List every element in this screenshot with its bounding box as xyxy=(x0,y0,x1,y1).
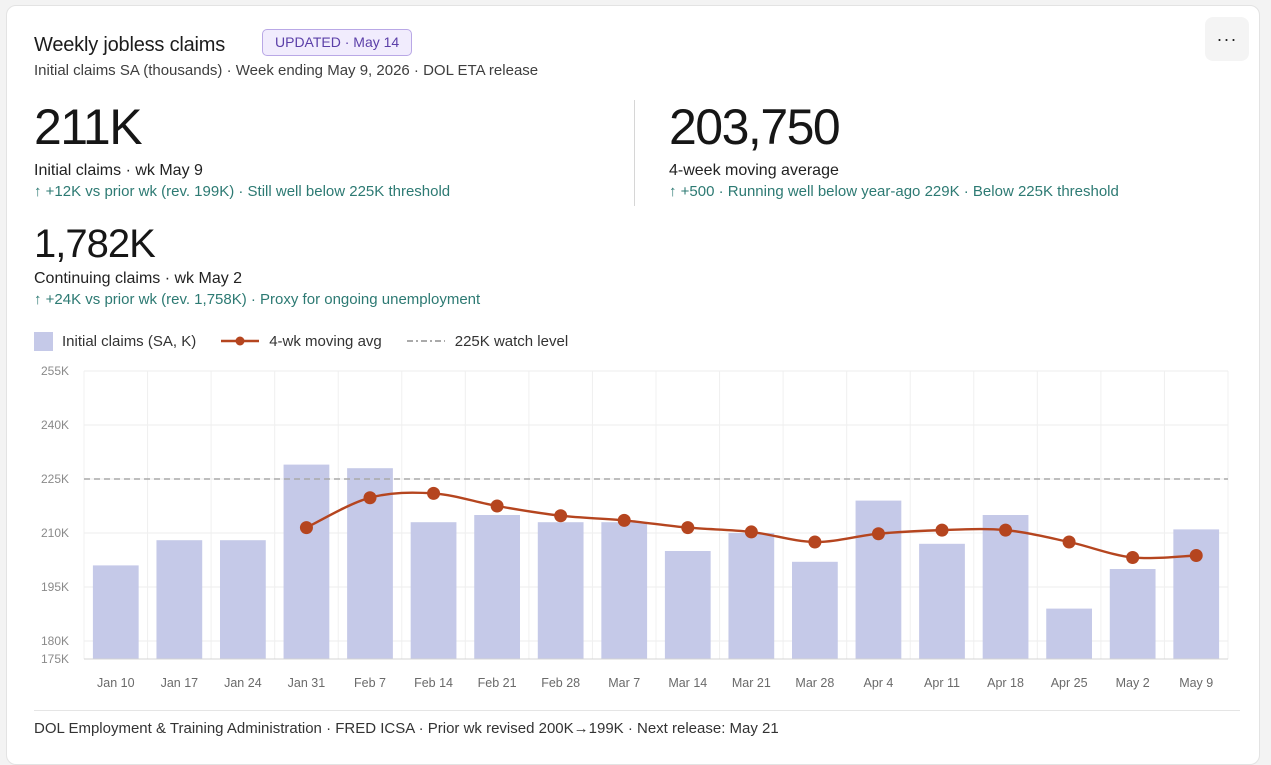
x-tick-label: May 2 xyxy=(1116,676,1150,690)
claims-bar xyxy=(601,522,648,659)
moving-average-label: 4-week moving average xyxy=(669,162,839,179)
x-tick-label: Apr 4 xyxy=(863,676,893,690)
moving-average-point xyxy=(617,513,631,527)
moving-average-point xyxy=(681,521,695,535)
moving-average-point xyxy=(999,523,1013,537)
moving-average-value: 203,750 xyxy=(669,99,841,155)
moving-average-point xyxy=(490,499,504,513)
legend-item-bars: Initial claims (SA, K) xyxy=(34,331,197,351)
moving-average-point xyxy=(935,523,949,537)
y-tick-label: 210K xyxy=(41,526,69,540)
x-tick-label: Feb 28 xyxy=(541,676,580,690)
y-tick-label: 240K xyxy=(41,418,69,432)
initial-claims-value: 211K xyxy=(34,99,143,155)
x-tick-label: Apr 11 xyxy=(924,676,960,690)
claims-bar xyxy=(664,551,711,659)
moving-average-point xyxy=(1189,549,1203,562)
legend-item-threshold: 225K watch level xyxy=(406,333,568,350)
x-tick-label: Mar 21 xyxy=(732,676,771,690)
x-tick-label: Feb 14 xyxy=(414,676,453,690)
x-tick-label: May 9 xyxy=(1179,676,1213,690)
claims-bar xyxy=(982,515,1029,659)
claims-bar xyxy=(855,500,902,659)
x-tick-label: Mar 7 xyxy=(608,676,640,690)
claims-bar xyxy=(537,522,584,659)
line-marker-icon xyxy=(221,336,260,346)
x-tick-label: Jan 24 xyxy=(224,676,262,690)
updated-badge: UPDATED · May 14 xyxy=(262,29,413,56)
continuing-claims-value: 1,782K xyxy=(34,222,156,266)
moving-average-point xyxy=(363,491,377,505)
x-tick-label: Feb 7 xyxy=(354,676,386,690)
claims-bar xyxy=(283,464,330,659)
card-subtitle: Initial claims SA (thousands) · Week end… xyxy=(34,62,539,79)
ellipsis-icon: ··· xyxy=(1216,29,1238,49)
legend-label-bars: Initial claims (SA, K) xyxy=(62,332,197,350)
footer-divider xyxy=(34,710,1240,711)
y-tick-label: 225K xyxy=(41,472,69,486)
x-tick-label: Apr 25 xyxy=(1051,676,1088,690)
claims-bar xyxy=(728,533,775,659)
more-options-button[interactable]: ··· xyxy=(1205,17,1249,61)
x-tick-label: Mar 28 xyxy=(795,676,834,690)
y-tick-label: 195K xyxy=(41,580,69,594)
chart-card: Weekly jobless claims UPDATED · May 14 I… xyxy=(6,5,1260,765)
continuing-claims-label: Continuing claims · wk May 2 xyxy=(34,270,243,287)
claims-bar xyxy=(156,540,203,659)
moving-average-point xyxy=(871,527,885,541)
moving-average-point xyxy=(427,486,441,500)
claims-bar xyxy=(919,543,965,659)
x-tick-label: Jan 31 xyxy=(288,676,326,690)
x-tick-label: Apr 18 xyxy=(987,676,1024,690)
y-tick-label: 180K xyxy=(41,634,69,648)
claims-bar xyxy=(92,565,139,659)
metric-divider xyxy=(634,100,635,206)
claims-chart: 175K 180K 195K 210K 225K 240K 255K Jan 10 Jan 17… xyxy=(41,364,1229,690)
source-footer: DOL Employment & Training Administration… xyxy=(34,720,779,737)
x-tick-label: Jan 10 xyxy=(97,676,135,690)
moving-average-point xyxy=(299,521,313,535)
x-tick-label: Mar 14 xyxy=(668,676,707,690)
claims-bar xyxy=(220,540,266,659)
legend-item-line: 4-wk moving avg xyxy=(220,333,382,350)
claims-bar xyxy=(792,561,838,659)
claims-bar xyxy=(1109,569,1156,659)
dash-line-icon xyxy=(406,340,445,342)
initial-claims-delta: ↑ +12K vs prior wk (rev. 199K) · Still w… xyxy=(34,183,451,200)
initial-claims-label: Initial claims · wk May 9 xyxy=(34,162,203,179)
claims-bar xyxy=(410,522,457,659)
chart-legend: Initial claims (SA, K) 4-wk moving avg 2… xyxy=(34,330,592,352)
claims-bar xyxy=(474,515,520,659)
moving-average-point xyxy=(808,535,822,549)
moving-average-delta: ↑ +500 · Running well below year-ago 229… xyxy=(669,183,1119,200)
moving-average-point xyxy=(1126,550,1140,564)
continuing-claims-delta: ↑ +24K vs prior wk (rev. 1,758K) · Proxy… xyxy=(34,291,481,308)
x-tick-label: Feb 21 xyxy=(478,676,517,690)
moving-average-point xyxy=(1062,535,1076,549)
x-tick-label: Jan 17 xyxy=(161,676,199,690)
legend-label-threshold: 225K watch level xyxy=(454,332,569,350)
claims-bar xyxy=(1046,608,1092,659)
legend-label-line: 4-wk moving avg xyxy=(269,332,382,350)
card-title: Weekly jobless claims xyxy=(34,34,226,56)
y-tick-label: 255K xyxy=(41,364,69,378)
y-tick-label: 175K xyxy=(41,652,69,666)
bar-swatch-icon xyxy=(34,331,53,351)
moving-average-point xyxy=(744,525,758,539)
moving-average-point xyxy=(554,509,568,523)
claims-bar xyxy=(1173,529,1220,659)
